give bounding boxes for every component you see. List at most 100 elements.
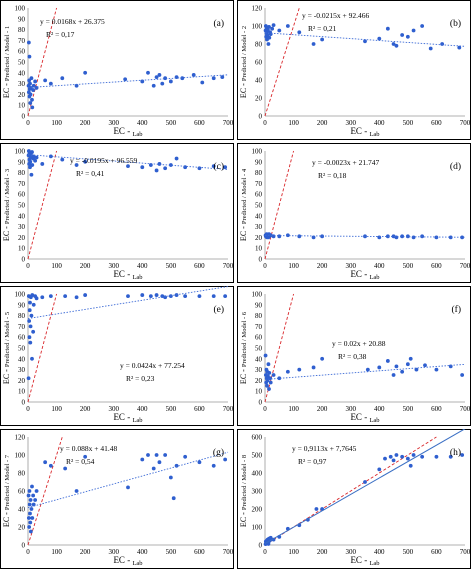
data-point <box>171 496 176 501</box>
x-axis-label: EC - Lab <box>350 126 379 138</box>
y-tick-label: 0 <box>22 542 26 550</box>
x-tick-label: 400 <box>137 119 148 127</box>
data-point <box>391 458 396 463</box>
y-tick-label: 60 <box>18 488 26 496</box>
data-point <box>400 234 405 239</box>
x-tick-label: 300 <box>108 119 119 127</box>
one-to-one-line <box>27 150 58 260</box>
data-point <box>29 76 34 81</box>
data-point <box>48 294 53 299</box>
data-point <box>391 42 396 46</box>
data-point <box>320 356 325 361</box>
one-to-one-line <box>264 293 295 403</box>
data-point <box>28 101 33 105</box>
data-point <box>271 234 276 239</box>
data-point <box>400 369 405 374</box>
x-tick-label: 700 <box>223 119 234 127</box>
x-tick-label: 200 <box>80 548 91 556</box>
data-point <box>391 234 396 239</box>
y-tick-label: 60 <box>18 334 26 342</box>
data-point <box>277 28 282 33</box>
data-point <box>33 498 38 502</box>
data-point <box>423 363 427 368</box>
data-point <box>168 79 173 84</box>
y-tick-label: 30 <box>18 223 26 231</box>
y-tick-label: 70 <box>18 37 26 45</box>
y-axis-label: EC - Predicted / Model - 2 <box>239 26 248 98</box>
data-point <box>180 76 185 81</box>
data-point <box>28 520 33 525</box>
y-tick-label: 20 <box>18 234 26 242</box>
y-tick-label: 0 <box>22 113 26 121</box>
chart-panel-g: 0 20 40 60 80 100 120 0 100 200 300 400 500 600 700 (g)… <box>0 429 234 569</box>
data-point <box>160 81 165 86</box>
panel-label: (c) <box>213 161 224 172</box>
r-squared: R² = 0,18 <box>318 171 347 180</box>
y-tick-label: 40 <box>255 212 263 220</box>
x-tick-label: 400 <box>374 548 385 556</box>
data-point <box>31 302 36 307</box>
data-point <box>154 293 159 297</box>
one-to-one-line <box>264 7 300 117</box>
x-tick-label: 200 <box>317 262 328 270</box>
y-tick-label: 90 <box>18 15 26 23</box>
data-point <box>83 70 88 75</box>
y-tick-label: 40 <box>255 355 263 363</box>
x-tick-label: 100 <box>51 405 62 413</box>
regression-equation: y = 0.02x + 20.88 <box>332 339 386 348</box>
x-tick-label: 600 <box>431 548 442 556</box>
data-point <box>148 294 153 299</box>
y-tick-label: 20 <box>18 91 26 99</box>
data-point <box>223 294 228 299</box>
y-tick-label: 100 <box>15 452 26 460</box>
data-point <box>168 475 173 480</box>
data-point <box>146 70 150 75</box>
data-point <box>377 365 382 370</box>
data-point <box>83 159 88 164</box>
x-tick-label: 300 <box>345 405 356 413</box>
panel-label: (a) <box>213 18 224 29</box>
x-tick-label: 200 <box>317 119 328 127</box>
data-point <box>157 73 162 77</box>
data-point <box>30 516 35 520</box>
data-point <box>34 489 39 493</box>
trend-line <box>264 32 466 47</box>
y-tick-label: 0 <box>259 542 263 550</box>
chart-panel-c: 0 10 20 30 40 50 60 70 80 90 100 0 100 200 300 400 500 60… <box>0 143 234 283</box>
one-to-one-line <box>27 7 58 117</box>
data-point <box>60 157 65 162</box>
x-tick-label: 500 <box>166 548 177 556</box>
data-point <box>140 457 145 462</box>
x-tick-label: 200 <box>80 119 91 127</box>
data-point <box>383 456 387 461</box>
data-point <box>211 463 216 468</box>
x-tick-label: 200 <box>80 405 91 413</box>
data-point <box>74 295 79 300</box>
data-point <box>63 466 68 471</box>
x-tick-label: 100 <box>288 119 299 127</box>
data-point <box>151 83 156 88</box>
data-point <box>163 166 168 171</box>
data-point <box>154 168 159 173</box>
x-tick-label: 400 <box>374 119 385 127</box>
trend-line <box>264 429 466 545</box>
y-tick-label: 100 <box>15 5 26 13</box>
x-tick-label: 300 <box>345 548 356 556</box>
data-point <box>285 369 290 374</box>
y-tick-label: 80 <box>255 169 263 177</box>
x-tick-label: 100 <box>51 119 62 127</box>
y-tick-label: 0 <box>22 256 26 264</box>
data-point <box>400 33 405 37</box>
x-tick-label: 200 <box>80 262 91 270</box>
y-tick-label: 50 <box>18 202 26 210</box>
data-point <box>405 234 410 239</box>
data-point <box>30 105 35 110</box>
x-tick-label: 100 <box>51 262 62 270</box>
data-point <box>377 467 382 472</box>
data-point <box>460 373 465 377</box>
y-tick-label: 30 <box>255 366 263 374</box>
x-tick-label: 300 <box>108 548 119 556</box>
data-point <box>40 162 45 166</box>
y-tick-label: 90 <box>18 301 26 309</box>
y-tick-label: 120 <box>252 5 263 13</box>
